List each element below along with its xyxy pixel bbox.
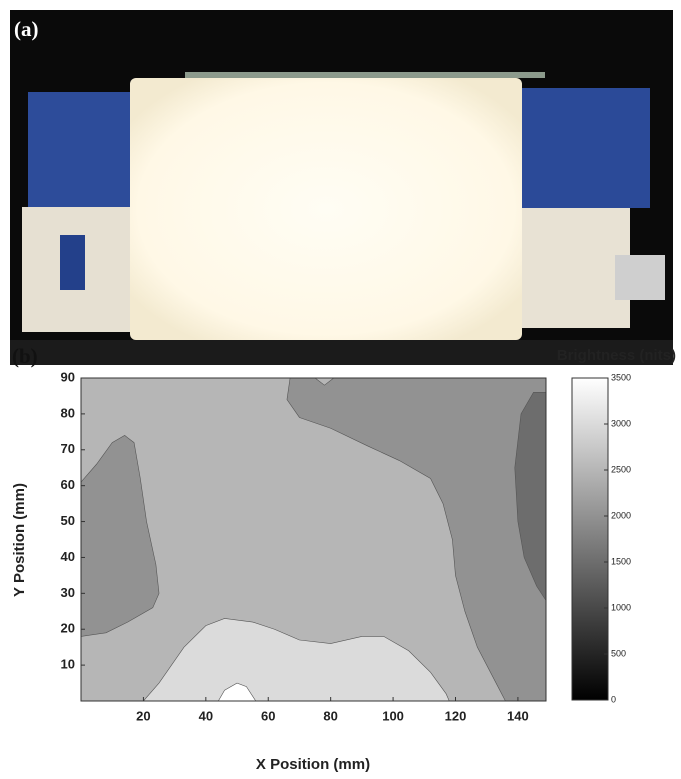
y-axis-label: Y Position (mm) <box>11 483 28 597</box>
colorbar-tick-label: 1500 <box>611 556 631 566</box>
x-tick-label: 80 <box>323 708 337 723</box>
contour-region <box>217 682 257 701</box>
y-tick-label: 40 <box>61 549 75 564</box>
x-tick-label: 60 <box>261 708 275 723</box>
contour-plot <box>81 378 546 701</box>
y-tick-label: 90 <box>61 369 75 384</box>
x-tick-label: 120 <box>445 708 467 723</box>
panel-label: (a) <box>14 17 39 41</box>
colorbar-tick-label: 3500 <box>611 372 631 382</box>
x-tick-label: 100 <box>382 708 404 723</box>
colorbar-tick-label: 2500 <box>611 464 631 474</box>
contour-region <box>514 392 546 602</box>
y-tick-label: 70 <box>61 441 75 456</box>
plot-frame <box>80 377 547 702</box>
colorbar-tick-label: 1000 <box>611 602 631 612</box>
y-tick-label: 20 <box>61 621 75 636</box>
colorbar-label: Brightness (nits) <box>557 347 676 364</box>
colorbar-tick-label: 2000 <box>611 510 631 520</box>
colorbar <box>571 377 609 701</box>
contour-region <box>286 378 546 701</box>
y-tick-label: 30 <box>61 585 75 600</box>
contour-region <box>81 435 160 637</box>
y-tick-label: 50 <box>61 513 75 528</box>
y-tick-label: 80 <box>61 405 75 420</box>
photo <box>10 10 673 365</box>
y-tick-label: 60 <box>61 477 75 492</box>
x-tick-label: 40 <box>199 708 213 723</box>
x-axis-label: X Position (mm) <box>256 756 370 773</box>
y-tick-label: 10 <box>61 657 75 672</box>
colorbar-tick-label: 0 <box>611 694 616 704</box>
x-tick-label: 20 <box>136 708 150 723</box>
x-tick-label: 140 <box>507 708 529 723</box>
contour-region <box>143 618 450 701</box>
colorbar-tick-label: 3000 <box>611 418 631 428</box>
panel-label: (b) <box>12 344 38 368</box>
contour-region <box>314 378 335 386</box>
colorbar-tick-label: 500 <box>611 648 626 658</box>
